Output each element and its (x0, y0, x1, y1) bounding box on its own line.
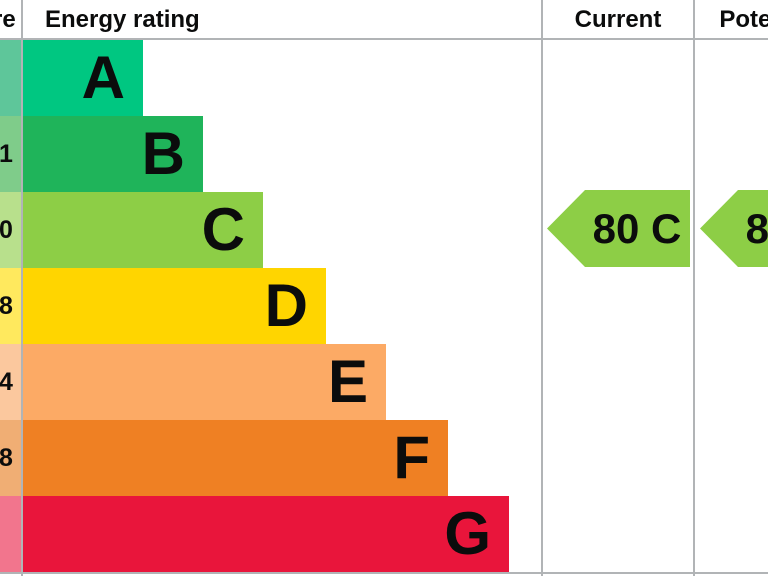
band-row-D: 55-68 D (0, 268, 768, 344)
score-range-E: 39-54 (0, 368, 13, 396)
potential-rating-value: 80 C (746, 205, 768, 252)
band-row-G: 1-20 G (0, 496, 768, 572)
score-cell-C: 69-80 (0, 192, 21, 268)
current-potential-column-divider (693, 0, 695, 576)
band-row-F: 21-38 F (0, 420, 768, 496)
band-row-B: 81-91 B (0, 116, 768, 192)
score-cell-A: 92+ (0, 40, 21, 116)
band-row-E: 39-54 E (0, 344, 768, 420)
band-bar-G: G (23, 496, 509, 572)
potential-column-header: Potential (719, 6, 768, 33)
band-bar-A: A (23, 40, 143, 116)
score-range-D: 55-68 (0, 292, 13, 320)
potential-arrow-shape (700, 190, 768, 267)
score-cell-E: 39-54 (0, 344, 21, 420)
band-bar-F: F (23, 420, 448, 496)
band-letter-A: A (81, 44, 125, 111)
band-row-C: 69-80 C (0, 192, 768, 268)
current-column-header: Current (574, 6, 662, 33)
current-arrow-shape (547, 190, 690, 267)
table-bottom-border (0, 572, 768, 574)
band-bar-D: D (23, 268, 326, 344)
score-cell-G: 1-20 (0, 496, 21, 572)
score-cell-B: 81-91 (0, 116, 21, 192)
band-letter-G: G (444, 500, 491, 567)
band-letter-B: B (141, 120, 185, 187)
rating-current-column-divider (541, 0, 543, 576)
energy-rating-column-header: Energy rating (45, 6, 200, 33)
score-column-header: Score (0, 6, 16, 33)
header-underline (0, 38, 768, 40)
potential-rating-arrow: 80 C (700, 190, 768, 267)
current-rating-arrow: 80 C (547, 190, 690, 267)
band-bar-C: C (23, 192, 263, 268)
score-cell-D: 55-68 (0, 268, 21, 344)
band-letter-D: D (264, 272, 308, 339)
score-column-divider (21, 0, 23, 576)
band-letter-F: F (393, 424, 430, 491)
score-range-C: 69-80 (0, 216, 13, 244)
score-cell-F: 21-38 (0, 420, 21, 496)
band-letter-E: E (327, 348, 368, 415)
band-row-A: 92+ A (0, 40, 768, 116)
score-range-F: 21-38 (0, 444, 13, 472)
band-bar-E: E (23, 344, 386, 420)
band-letter-C: C (201, 196, 245, 263)
current-rating-value: 80 C (593, 205, 682, 252)
band-bar-B: B (23, 116, 203, 192)
score-range-B: 81-91 (0, 140, 13, 168)
